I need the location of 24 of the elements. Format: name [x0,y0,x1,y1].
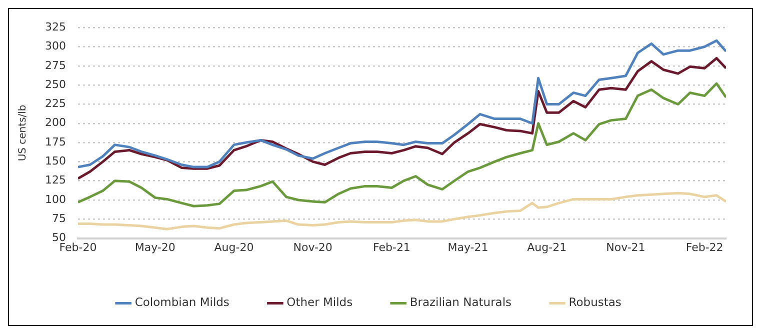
y-tick-label: 275 [44,58,66,72]
y-tick-label: 175 [44,135,66,148]
y-tick-label: 200 [44,116,66,130]
x-tick-label: Feb-22 [686,240,724,254]
y-axis-title: US cents/lb [18,104,29,162]
legend-label: Robustas [568,295,622,310]
legend-label: Other Milds [286,295,353,310]
x-tick-label: Feb-21 [372,240,410,254]
legend-label: Colombian Milds [134,295,230,310]
x-tick-label: May-21 [448,240,488,254]
legend-label: Brazilian Naturals [410,295,512,310]
y-tick-label: 150 [44,154,66,168]
x-tick-label: Aug-21 [527,240,567,254]
x-tick-label: Nov-20 [293,240,332,254]
y-tick-label: 100 [44,192,66,206]
x-tick-label: Aug-20 [214,240,254,254]
y-tick-label: 250 [44,78,66,91]
y-tick-label: 225 [44,97,66,110]
y-tick-label: 325 [44,20,66,34]
x-tick-label: May-20 [134,240,176,254]
y-tick-label: 125 [44,174,66,187]
x-tick-label: Nov-21 [606,240,646,254]
y-tick-label: 300 [44,40,66,53]
y-tick-label: 75 [52,212,66,226]
